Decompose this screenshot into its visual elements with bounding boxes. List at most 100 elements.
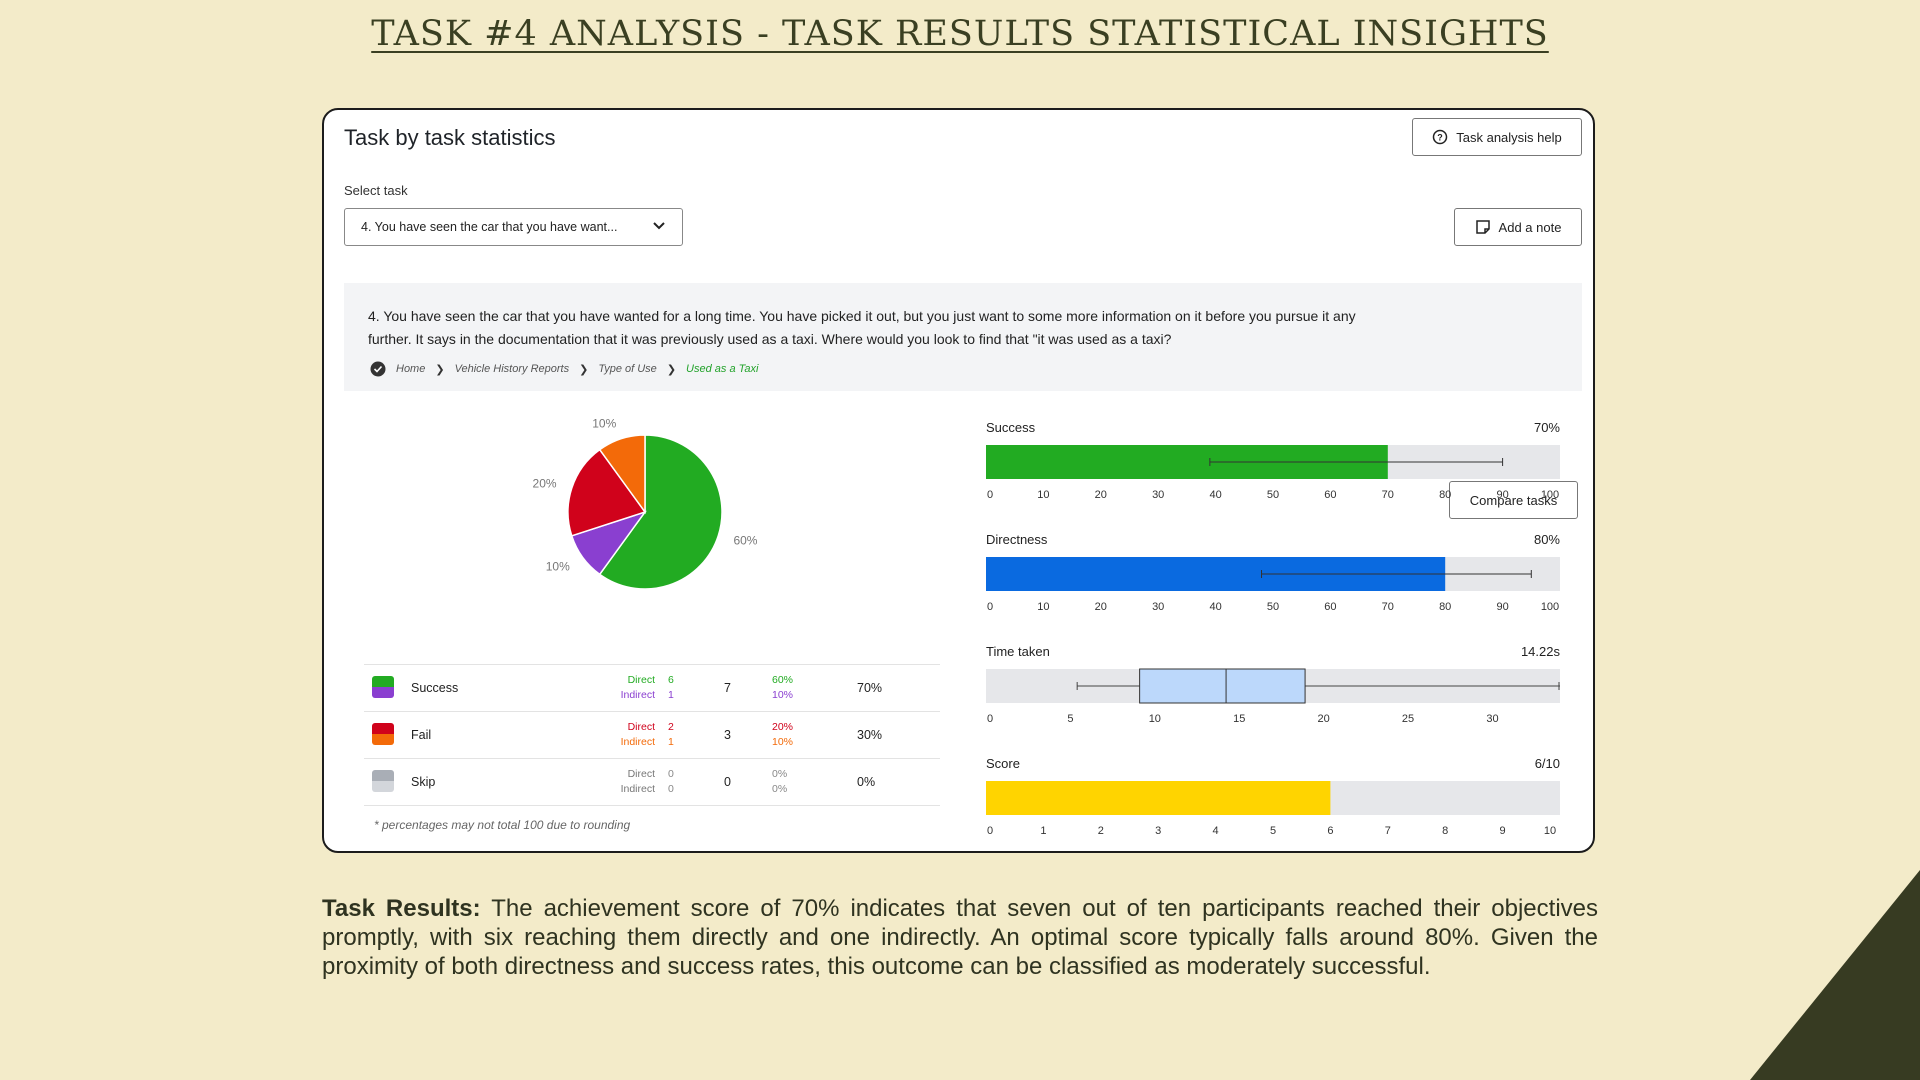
pie-slice [598,434,723,590]
legend-type: Direct [627,674,655,686]
add-note-label: Add a note [1498,219,1562,235]
selected-task-text: 4. You have seen the car that you have w… [361,220,618,234]
legend-count: 6 [668,674,674,686]
axis-tick-label: 4 [1213,825,1219,837]
legend-name: Success [411,681,459,695]
legend-name: Fail [411,728,432,742]
axis-tick-label: 5 [1067,713,1073,725]
legend-type: Indirect [620,689,655,701]
legend-swatch [372,723,394,745]
help-circle-icon: ? [1432,129,1448,145]
time-taken-value: 14.22s [1520,644,1560,659]
axis-tick-label: 20 [1318,713,1330,725]
compare-tasks-button[interactable]: Compare tasks [1449,481,1578,519]
chevron-down-icon [652,220,666,234]
pie-slice [567,448,647,537]
legend-count: 2 [668,721,674,733]
panel-title: Task by task statistics [344,125,556,150]
axis-tick-label: 40 [1209,489,1221,501]
legend-type: Direct [627,721,655,733]
pie-slice-label: 60% [733,534,757,548]
summary-text: The achievement score of 70% indicates t… [322,895,1598,980]
outcome-pie-chart: 60% 10% 20% 10% [524,410,764,620]
task-results-summary: Task Results: The achievement score of 7… [322,894,1598,981]
axis-tick-label: 0 [987,489,993,501]
breadcrumb-type-of-use[interactable]: Type of Use [598,363,657,375]
legend-types: Direct Indirect [621,673,655,703]
compare-tasks-label: Compare tasks [1469,492,1558,508]
axis-tick-label: 15 [1233,713,1245,725]
axis-tick-label: 20 [1095,489,1107,501]
axis-tick-label: 80 [1439,601,1451,613]
time-taken-boxplot: 0 5 10 15 20 25 30 [986,668,1560,725]
axis-tick-label: 10 [1149,713,1161,725]
task-question-text: 4. You have seen the car that you have w… [368,308,1356,347]
legend-overall: 0% [857,775,876,789]
rounding-footnote: * percentages may not total 100 due to r… [374,818,631,832]
legend-pct: 10% [772,689,794,701]
axis-tick-label: 3 [1155,825,1161,837]
axis-tick-label: 6 [1327,825,1333,837]
directness-bar-chart: 0 10 20 30 40 50 60 70 80 90 100 [986,557,1560,613]
time-taken-title: Time taken [986,644,1050,659]
breadcrumb-home[interactable]: Home [396,363,426,375]
chevron-right-icon: ❯ [579,363,589,376]
outcome-legend-table: Success 7 70% Direct Indirect 6 1 60% 10% Fail 3 30… [364,664,940,806]
chevron-right-icon: ❯ [666,363,677,376]
axis-tick-label: 100 [1541,489,1559,501]
legend-row: Skip 0 0% Direct Indirect 0 0 0% 0% [364,759,940,806]
axis-tick-label: 0 [987,601,993,613]
breadcrumb-vehicle-history[interactable]: Vehicle History Reports [454,363,570,375]
success-title: Success [986,420,1036,435]
axis-tick-label: 70 [1382,601,1394,613]
legend-types: Direct Indirect [621,720,655,750]
score-value: 6/10 [1534,756,1560,771]
legend-overall: 30% [857,728,883,742]
score-title: Score [986,756,1020,771]
select-task-label: Select task [344,183,408,198]
box [1139,668,1306,704]
axis-tick-label: 0 [987,825,993,837]
breadcrumb-used-as-taxi[interactable]: Used as a Taxi [686,363,759,375]
axis-tick-label: 60 [1324,489,1336,501]
legend-count: 0 [668,768,674,780]
legend-count: 1 [668,736,674,748]
breadcrumb: Home ❯ Vehicle History Reports ❯ Type of… [370,361,758,377]
axis-tick-label: 10 [1544,825,1556,837]
directness-title: Directness [986,532,1048,547]
task-description-box: 4. You have seen the car that you have w… [344,283,1582,519]
legend-count: 0 [668,783,674,795]
legend-row: Fail 3 30% Direct Indirect 2 1 20% 10% [364,712,940,759]
pie-slice-label: 10% [592,417,616,431]
success-bar-chart: 0 10 20 30 40 50 60 70 80 90 100 [986,445,1560,501]
legend-row: Success 7 70% Direct Indirect 6 1 60% 10% [364,664,940,712]
legend-pcts: 20% 10% [772,720,793,750]
legend-total: 3 [724,728,731,742]
legend-swatch [372,676,394,698]
legend-pct: 0% [772,768,788,780]
task-select[interactable]: 4. You have seen the car that you have w… [344,208,683,246]
axis-tick-label: 0 [987,713,993,725]
legend-pct: 0% [772,783,788,795]
summary-label: Task Results: [322,895,481,922]
axis-tick-label: 30 [1486,713,1498,725]
pie-slice-label: 20% [533,476,557,490]
axis-tick-label: 60 [1324,601,1336,613]
legend-pct: 20% [772,721,794,733]
axis-tick-label: 100 [1541,601,1559,613]
axis-tick-label: 5 [1270,825,1276,837]
directness-value: 80% [1533,532,1560,547]
axis-tick-label: 30 [1152,489,1164,501]
axis-tick-label: 90 [1496,489,1508,501]
axis-tick-label: 20 [1095,601,1107,613]
axis-tick-label: 30 [1152,601,1164,613]
legend-total: 7 [724,681,731,695]
check-circle-icon [370,361,386,377]
legend-name: Skip [411,775,436,789]
pie-slice-label: 10% [546,560,570,574]
add-note-button[interactable]: Add a note [1454,208,1582,246]
score-bar-chart: 0 1 2 3 4 5 6 7 8 9 10 [986,781,1560,837]
legend-types: Direct Indirect [621,767,655,797]
task-analysis-help-button[interactable]: ? Task analysis help [1412,118,1582,156]
